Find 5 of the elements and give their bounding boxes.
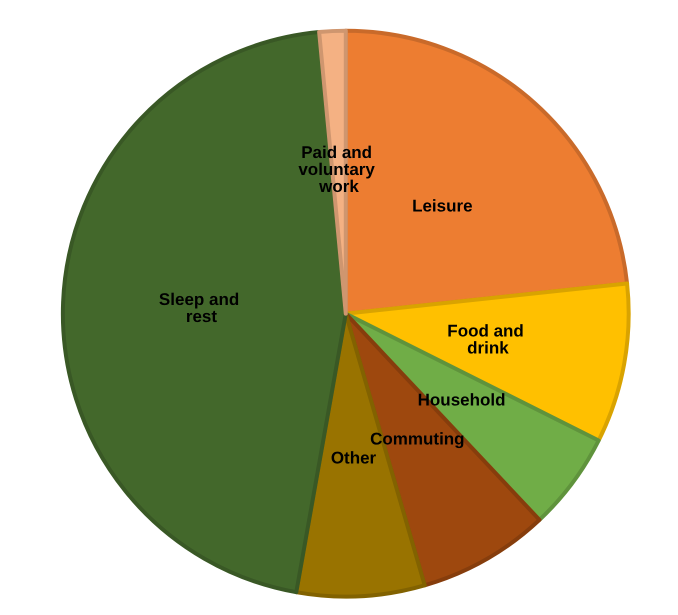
slice-label: Food and drink	[447, 321, 529, 358]
slice-label: Commuting	[370, 430, 465, 449]
slice-label: Leisure	[412, 196, 473, 216]
slice-label: Other	[330, 448, 377, 468]
slice-label: Sleep and rest	[158, 290, 244, 326]
